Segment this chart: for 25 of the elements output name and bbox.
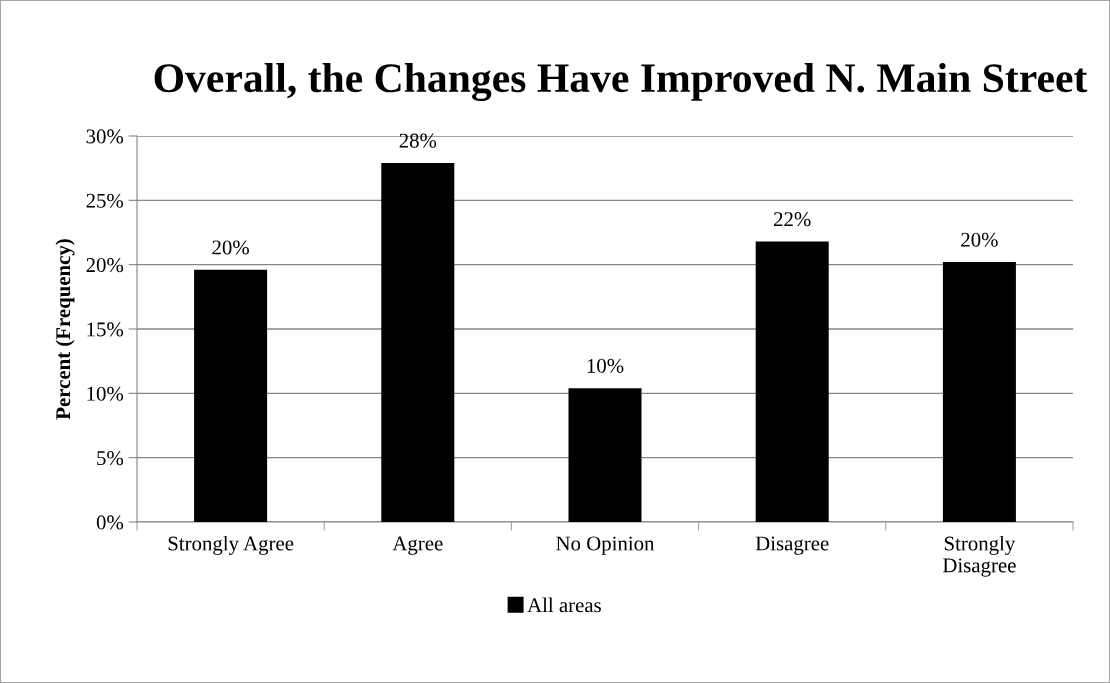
bar	[194, 269, 268, 522]
bar	[568, 388, 642, 522]
x-tick-label: Strongly Disagree	[942, 535, 1016, 577]
x-tick-label: Agree	[392, 536, 443, 555]
y-tick-label: 0%	[96, 515, 124, 530]
chart-title: Overall, the Changes Have Improved N. Main Street	[154, 62, 1088, 102]
data-label: 28%	[399, 133, 437, 148]
y-tick-label: 5%	[97, 451, 124, 466]
x-tick-label: Strongly Agree	[168, 535, 294, 555]
bar	[381, 163, 455, 522]
data-label: 22%	[774, 212, 811, 227]
y-axis-title: Percent (Frequency)	[55, 239, 75, 420]
x-tick-label: No Opinion	[556, 536, 655, 555]
bar	[942, 262, 1016, 522]
y-tick-label: 15%	[87, 322, 124, 337]
bar	[755, 241, 829, 522]
data-label: 20%	[961, 232, 998, 247]
data-label: 20%	[212, 240, 249, 255]
x-tick-label: Disagree	[755, 536, 829, 555]
y-tick-label: 25%	[86, 193, 124, 208]
y-tick-label: 10%	[87, 386, 124, 401]
y-tick-label: 30%	[86, 129, 124, 144]
legend-label: All areas	[527, 597, 601, 613]
data-label: 10%	[587, 358, 624, 373]
y-tick-label: 20%	[86, 258, 124, 273]
